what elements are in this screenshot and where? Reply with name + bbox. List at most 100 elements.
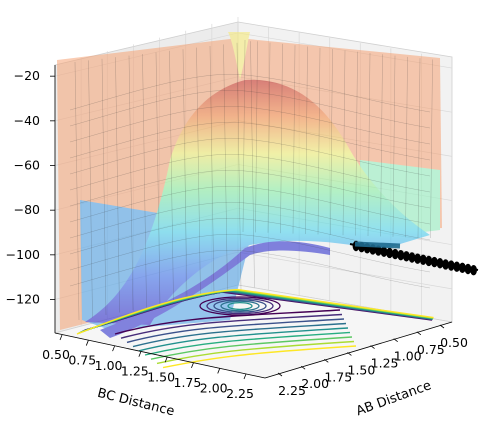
contour-line xyxy=(162,345,357,369)
contour-ring xyxy=(220,300,260,312)
mesh-line xyxy=(242,39,246,233)
ab-tick-label: 1.75 xyxy=(324,369,352,384)
contour-line xyxy=(76,288,434,335)
energy-surface xyxy=(57,32,442,338)
mesh-line xyxy=(392,55,396,237)
trajectory-point xyxy=(403,251,410,262)
bc-tick xyxy=(243,373,247,380)
z-axis: −20 −40 −60 −80 −100 −120 xyxy=(6,65,56,333)
mesh-line xyxy=(305,46,308,235)
ab-tick-label: 2.00 xyxy=(301,376,329,391)
mesh-line xyxy=(74,61,80,321)
surface-main-sheet xyxy=(85,79,430,325)
bc-tick xyxy=(164,357,168,363)
mesh-line xyxy=(101,58,107,316)
mesh-line xyxy=(69,234,431,273)
mesh-line xyxy=(342,50,346,236)
ab-tick xyxy=(416,331,422,336)
mesh-line xyxy=(317,47,321,235)
mesh-line xyxy=(88,60,93,318)
mesh-line xyxy=(69,106,431,145)
bc-tick-label: 1.00 xyxy=(95,358,123,373)
mesh-line xyxy=(142,53,147,308)
z-tick-label: −100 xyxy=(6,247,40,262)
contour-line xyxy=(156,340,355,365)
bc-tick-label: 0.50 xyxy=(42,347,70,362)
ab-tick-label: 1.25 xyxy=(371,356,399,371)
trajectory-point xyxy=(414,253,421,264)
bc-tick-label: 2.25 xyxy=(226,386,254,401)
mesh-line xyxy=(182,49,188,301)
trajectory-point xyxy=(447,260,455,271)
bc-tick xyxy=(112,345,115,352)
bc-axis-label: BC Distance xyxy=(96,386,176,420)
trajectory-point xyxy=(391,248,399,260)
trajectory-point xyxy=(380,246,388,257)
mesh-line xyxy=(330,49,333,235)
mesh-line xyxy=(380,54,383,237)
contour-ring xyxy=(213,299,267,313)
contour-line xyxy=(138,327,349,352)
mesh-line xyxy=(69,250,431,289)
contour-line xyxy=(120,313,343,339)
ab-tick xyxy=(347,352,352,356)
contour-line xyxy=(114,309,341,335)
mesh-line xyxy=(69,74,431,113)
mesh-line xyxy=(267,42,271,233)
mesh-line xyxy=(367,52,371,237)
bc-tick xyxy=(191,362,194,369)
z-tick-label: −40 xyxy=(14,113,40,128)
bc-tick-label: 1.50 xyxy=(147,369,175,384)
mesh-line xyxy=(69,90,431,129)
mesh-line xyxy=(417,58,421,238)
trajectory-point xyxy=(425,255,433,267)
mesh-line xyxy=(250,41,255,288)
trajectory-point xyxy=(397,250,405,261)
mesh-line xyxy=(169,50,174,303)
ab-tick-label: 2.25 xyxy=(278,383,306,398)
mesh-line xyxy=(209,45,215,296)
trajectory-point xyxy=(436,258,444,269)
ab-tick-label: 0.50 xyxy=(440,335,468,350)
mesh-line xyxy=(196,47,201,298)
mesh-line xyxy=(69,186,431,225)
surface-valley xyxy=(100,241,330,338)
bc-tick-label: 0.75 xyxy=(68,353,96,368)
ab-tick-label: 0.75 xyxy=(417,342,445,357)
mesh-line xyxy=(405,56,408,238)
ab-tick-label: 1.50 xyxy=(348,362,376,377)
mesh-line xyxy=(355,51,358,236)
mesh-line xyxy=(280,43,283,234)
ab-tick xyxy=(277,372,283,377)
ab-tick xyxy=(393,338,398,343)
z-tick-label: −80 xyxy=(14,202,40,217)
z-tick-label: −120 xyxy=(6,292,40,307)
trajectory-point xyxy=(408,252,416,263)
trajectory-point xyxy=(442,259,449,270)
contour-ring xyxy=(206,297,274,315)
z-tick-label: −20 xyxy=(14,68,40,83)
trajectory-point xyxy=(419,254,427,265)
ab-axis-label: AB Distance xyxy=(354,378,433,419)
mesh-line xyxy=(430,59,433,239)
trajectory-point xyxy=(386,247,393,259)
trajectory-point xyxy=(431,256,438,268)
mesh-line xyxy=(236,42,242,291)
mesh-line xyxy=(69,154,431,193)
ab-tick-label: 1.00 xyxy=(394,349,422,364)
mesh-line xyxy=(128,55,134,311)
surface-peak xyxy=(228,32,250,80)
bc-tick xyxy=(85,340,89,346)
ab-tick xyxy=(439,324,445,329)
mesh-line xyxy=(69,122,431,161)
trajectory-point xyxy=(453,261,461,272)
mesh-line xyxy=(69,170,431,209)
trajectory-point xyxy=(470,264,477,276)
z-tick-label: −60 xyxy=(14,158,40,173)
bc-tick-label: 2.00 xyxy=(200,380,228,395)
contour-ring xyxy=(227,301,253,311)
contour-line xyxy=(132,322,347,348)
bc-tick xyxy=(59,334,63,341)
contour-ring xyxy=(199,296,281,316)
